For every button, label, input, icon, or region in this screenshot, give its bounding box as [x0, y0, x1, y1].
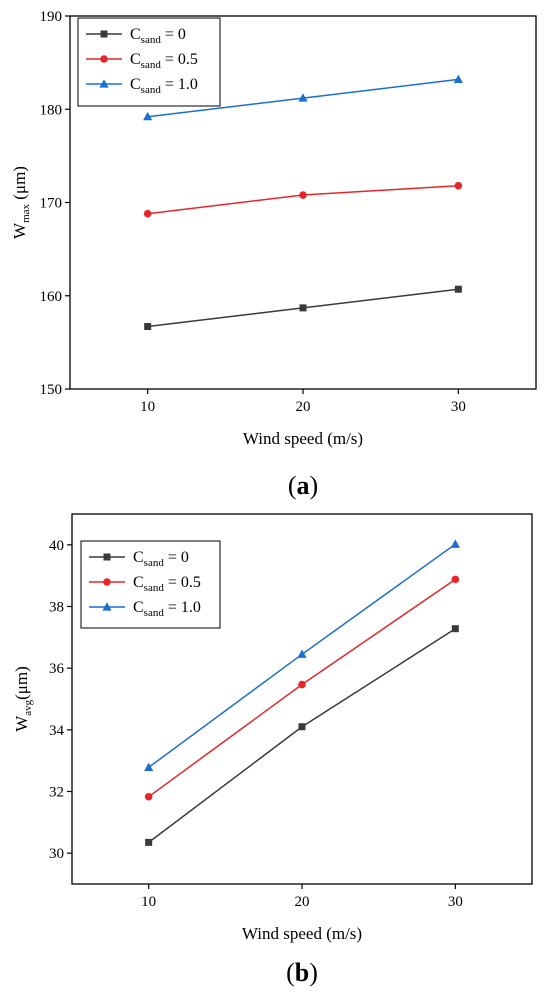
- data-point: [451, 575, 460, 584]
- data-point: [145, 838, 153, 846]
- data-point: [299, 191, 307, 199]
- chart-panel-a: 150 160 170 180 190 10 20 30 Wind speed (m/s) Wma…: [10, 9, 537, 500]
- y-tick-label: 38: [49, 600, 64, 616]
- x-tick-label: 20: [296, 399, 311, 415]
- panel-label: (b): [286, 958, 318, 987]
- y-tick-label: 170: [40, 196, 63, 212]
- x-tick-label: 30: [448, 894, 463, 910]
- y-tick-label: 190: [40, 9, 63, 25]
- panel-label: (a): [288, 471, 318, 500]
- legend: Csand = 0 Csand = 0.5 Csand = 1.0: [77, 17, 221, 107]
- data-point: [144, 792, 153, 801]
- data-point: [143, 111, 153, 121]
- data-point: [144, 323, 152, 331]
- legend-marker: [100, 30, 108, 38]
- y-tick-label: 40: [49, 538, 64, 554]
- data-point: [144, 762, 154, 772]
- data-point: [298, 680, 306, 689]
- y-tick-label: 32: [49, 785, 64, 801]
- y-tick-label: 160: [40, 289, 63, 305]
- data-point: [297, 649, 307, 658]
- data-point: [450, 539, 460, 548]
- legend-marker: [103, 578, 111, 586]
- legend-entry: Csand = 0.5: [130, 51, 198, 71]
- data-point: [454, 181, 463, 190]
- legend: Csand = 0 Csand = 0.5 Csand = 1.0: [80, 540, 221, 629]
- data-point: [453, 74, 463, 84]
- data-point: [143, 209, 152, 218]
- y-tick-label: 180: [40, 102, 63, 118]
- data-point: [451, 625, 459, 633]
- y-tick-label: 34: [49, 723, 65, 739]
- data-point: [299, 304, 307, 312]
- legend-marker: [103, 553, 111, 561]
- series-line-0: [148, 628, 456, 843]
- data-point: [298, 93, 308, 102]
- legend-marker: [99, 79, 109, 88]
- legend-marker: [100, 55, 108, 63]
- legend-entry: Csand = 0.5: [133, 574, 201, 594]
- x-axis-label: Wind speed (m/s): [242, 924, 362, 943]
- legend-marker: [102, 602, 112, 611]
- legend-entry: Csand = 0: [130, 26, 186, 46]
- x-tick-label: 30: [451, 399, 466, 415]
- legend-entry: Csand = 1.0: [133, 599, 201, 619]
- x-axis-label: Wind speed (m/s): [243, 429, 363, 448]
- y-axis-label: Wavg(μm): [12, 666, 34, 732]
- y-tick-label: 150: [40, 382, 63, 398]
- x-tick-label: 20: [295, 894, 310, 910]
- y-axis-label: Wmax (μm): [10, 166, 32, 239]
- data-point: [298, 723, 306, 731]
- data-point: [454, 285, 462, 293]
- y-tick-label: 36: [49, 661, 65, 677]
- x-tick-label: 10: [140, 399, 155, 415]
- chart-panel-b: 30 32 34 36 38 40 10 20 30 Wind speed (m/s) Wavg(μ…: [12, 513, 533, 987]
- x-tick-label: 10: [141, 894, 156, 910]
- legend-entry: Csand = 0: [133, 549, 189, 569]
- y-tick-label: 30: [49, 846, 64, 862]
- legend-entry: Csand = 1.0: [130, 76, 198, 96]
- series-line-1: [147, 184, 459, 215]
